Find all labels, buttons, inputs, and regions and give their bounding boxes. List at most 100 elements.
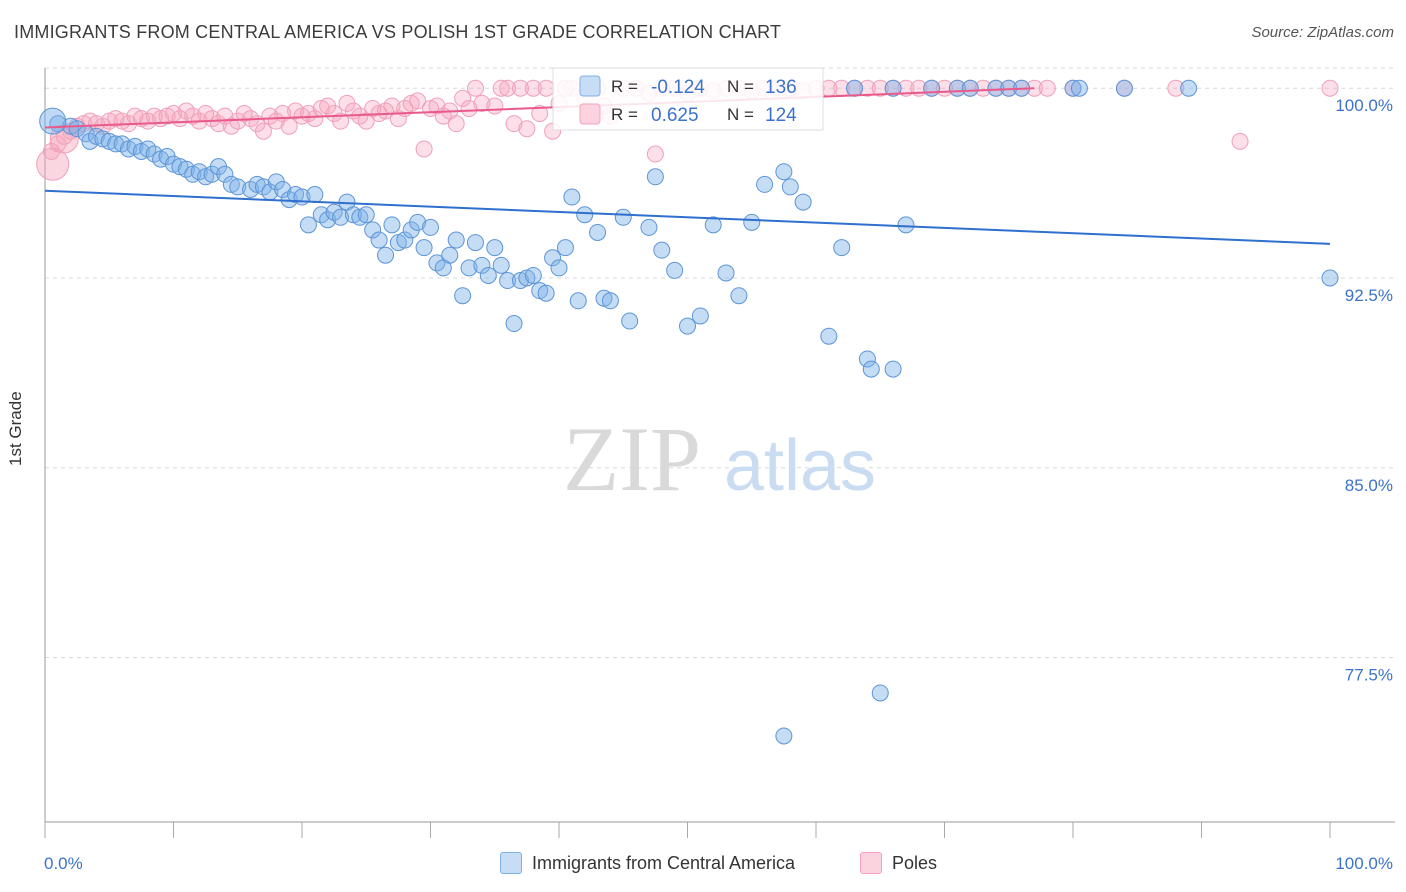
legend-r-label: R = bbox=[611, 105, 638, 124]
data-point-central-america bbox=[370, 231, 388, 249]
data-point-poles bbox=[306, 110, 324, 128]
legend-bottom: Immigrants from Central America Poles bbox=[0, 852, 1406, 878]
data-point-poles bbox=[511, 79, 529, 97]
data-point-poles bbox=[531, 105, 549, 123]
watermark: ZIP atlas bbox=[563, 408, 876, 510]
data-point-poles bbox=[858, 79, 876, 97]
data-point-central-america bbox=[422, 218, 439, 236]
data-point-central-america bbox=[550, 259, 568, 277]
data-point-poles bbox=[454, 89, 472, 107]
data-point-central-america bbox=[717, 264, 735, 282]
trend-line-poles bbox=[44, 87, 1035, 129]
data-point-poles bbox=[473, 94, 491, 112]
data-point-poles bbox=[332, 112, 350, 130]
data-point-central-america bbox=[961, 79, 979, 97]
data-point-central-america bbox=[492, 256, 510, 274]
data-point-central-america bbox=[987, 79, 1005, 97]
data-point-central-america bbox=[775, 163, 793, 181]
data-point-central-america bbox=[569, 292, 587, 310]
data-point-poles bbox=[428, 97, 446, 115]
data-point-central-america bbox=[884, 360, 902, 378]
data-point-central-america bbox=[332, 208, 350, 226]
data-point-central-america bbox=[862, 360, 880, 378]
data-point-central-america bbox=[846, 79, 864, 97]
legend-r-value: -0.124 bbox=[651, 77, 705, 98]
data-point-central-america bbox=[524, 266, 542, 284]
data-point-central-america bbox=[666, 261, 684, 279]
data-point-poles bbox=[486, 97, 504, 115]
legend-r-value: 0.625 bbox=[651, 105, 699, 126]
x-tick-label: 0.0% bbox=[44, 854, 83, 873]
data-point-poles bbox=[1038, 79, 1056, 97]
data-point-poles bbox=[254, 122, 272, 140]
legend-item-central-america[interactable]: Immigrants from Central America bbox=[500, 852, 795, 874]
data-point-poles bbox=[492, 79, 510, 97]
data-point-central-america bbox=[473, 256, 491, 274]
axes bbox=[44, 68, 1395, 838]
data-point-poles bbox=[499, 79, 517, 97]
data-point-central-america bbox=[544, 249, 562, 267]
data-point-central-america bbox=[1115, 79, 1133, 97]
data-point-central-america bbox=[396, 231, 414, 249]
data-point-poles bbox=[280, 117, 298, 135]
data-point-central-america bbox=[601, 292, 619, 310]
y-tick-label: 92.5% bbox=[1345, 286, 1393, 305]
data-point-central-america bbox=[447, 231, 465, 249]
data-point-central-america bbox=[537, 284, 555, 302]
data-point-central-america bbox=[306, 186, 324, 204]
data-point-central-america bbox=[1321, 269, 1339, 287]
data-point-central-america bbox=[383, 216, 401, 234]
data-point-central-america bbox=[833, 239, 851, 257]
data-point-central-america bbox=[377, 246, 395, 264]
legend-n-label: N = bbox=[727, 105, 754, 124]
data-point-central-america bbox=[357, 206, 375, 224]
legend-swatch bbox=[579, 103, 601, 125]
data-point-central-america bbox=[730, 287, 748, 305]
data-point-central-america bbox=[415, 239, 433, 257]
data-point-poles bbox=[466, 79, 484, 97]
data-point-central-america bbox=[274, 180, 292, 198]
data-point-central-america bbox=[743, 213, 761, 231]
data-point-central-america bbox=[1070, 79, 1088, 97]
y-axis-title: 1st Grade bbox=[6, 391, 25, 466]
data-point-central-america bbox=[486, 239, 504, 257]
data-point-poles bbox=[871, 79, 889, 97]
data-point-central-america bbox=[441, 246, 459, 264]
data-point-central-america bbox=[756, 175, 774, 193]
legend-item-poles[interactable]: Poles bbox=[860, 852, 937, 874]
data-point-central-america bbox=[216, 165, 234, 183]
data-point-poles bbox=[415, 140, 433, 158]
watermark-zip: ZIP bbox=[563, 408, 701, 510]
data-point-central-america bbox=[1064, 79, 1082, 97]
data-point-central-america bbox=[409, 213, 427, 231]
data-point-central-america bbox=[479, 266, 497, 284]
trend-lines bbox=[44, 87, 1331, 245]
data-point-central-america bbox=[820, 327, 838, 345]
data-point-central-america bbox=[454, 287, 472, 305]
data-point-poles bbox=[505, 115, 523, 133]
data-point-central-america bbox=[499, 272, 517, 290]
data-point-central-america bbox=[364, 221, 382, 239]
data-point-poles bbox=[447, 115, 465, 133]
data-point-central-america bbox=[679, 317, 696, 335]
data-point-central-america bbox=[653, 241, 671, 259]
data-point-central-america bbox=[646, 168, 664, 186]
data-point-central-america bbox=[556, 239, 574, 257]
legend-swatch-blue bbox=[500, 852, 522, 874]
data-point-poles bbox=[518, 120, 536, 138]
data-point-central-america bbox=[505, 315, 523, 333]
data-point-central-america bbox=[229, 178, 247, 196]
data-point-central-america bbox=[871, 684, 889, 702]
gridlines bbox=[45, 67, 1395, 659]
data-point-central-america bbox=[1180, 79, 1198, 97]
y-tick-label: 100.0% bbox=[1335, 96, 1393, 115]
data-point-central-america bbox=[794, 193, 812, 211]
legend-swatch bbox=[579, 75, 601, 97]
chart-source: Source: ZipAtlas.com bbox=[1251, 24, 1394, 41]
y-tick-label: 85.0% bbox=[1345, 476, 1393, 495]
data-point-central-america bbox=[858, 350, 876, 368]
data-point-central-america bbox=[576, 206, 594, 224]
y-tick-label: 77.5% bbox=[1345, 666, 1393, 685]
data-point-central-america bbox=[107, 135, 125, 153]
